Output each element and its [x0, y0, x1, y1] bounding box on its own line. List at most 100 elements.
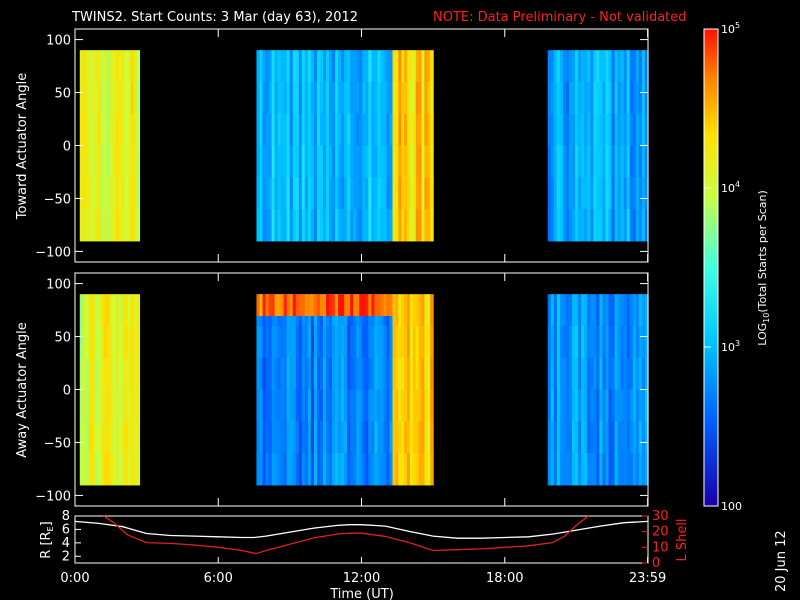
toward-heat-cell — [421, 209, 426, 242]
toward-heat-cell — [130, 113, 135, 147]
away-heat-cell — [421, 357, 426, 391]
away-heat-cell — [383, 453, 388, 486]
away-heat-cell — [82, 357, 87, 391]
away-heat-cell — [398, 325, 402, 359]
toward-heat-cell — [547, 81, 552, 115]
away-x-ticks — [74, 273, 649, 506]
toward-heat-cell — [395, 177, 399, 210]
away-heat-cell — [644, 294, 649, 327]
toward-heat-cell — [635, 177, 640, 210]
away-heat-cell — [344, 421, 348, 454]
toward-heat-cell — [85, 113, 90, 147]
toward-heat-cell — [395, 50, 399, 83]
away-heat-cell — [295, 453, 300, 486]
away-heat-cell — [280, 453, 285, 486]
toward-heat-cell — [638, 145, 643, 178]
toward-heat-cell — [319, 81, 324, 115]
away-heat-cell — [578, 294, 582, 327]
away-block-1 — [256, 294, 394, 486]
away-heat-cell — [374, 325, 379, 359]
away-heat-cell — [635, 453, 640, 486]
away-heat-cell — [593, 357, 597, 391]
away-heat-cell — [371, 421, 375, 454]
away-heat-cell — [605, 325, 610, 359]
away-heat-cell — [596, 421, 600, 454]
toward-heat-cell — [581, 145, 585, 178]
toward-heat-cell — [118, 145, 123, 178]
toward-heat-cell — [79, 145, 84, 178]
toward-heat-cell — [590, 113, 594, 147]
toward-heat-cell — [395, 145, 399, 178]
toward-heat-cell — [614, 81, 619, 115]
lshell-series-line — [103, 515, 589, 555]
toward-heat-cell — [421, 50, 426, 83]
away-heat-cell — [292, 453, 297, 486]
toward-heat-cell — [368, 81, 372, 115]
away-heat-cell — [374, 357, 379, 391]
away-angle-panel: 100 50 0 −50 −100 Away Actuator Angle — [15, 272, 649, 507]
toward-heat-cell — [383, 145, 388, 178]
toward-heat-cell — [547, 145, 552, 178]
away-heat-cell — [268, 294, 273, 316]
away-heat-cell — [280, 294, 285, 316]
away-heat-cell — [608, 389, 613, 422]
toward-heat-cell — [644, 209, 649, 242]
away-heat-cell — [611, 389, 616, 422]
colorbar-tick-label: 103 — [721, 339, 740, 354]
toward-heat-cell — [130, 81, 135, 115]
toward-heat-cell — [620, 81, 625, 115]
away-heat-cell — [118, 421, 123, 454]
toward-heat-cell — [427, 113, 431, 147]
toward-heat-cell — [341, 145, 345, 178]
away-heat-cell — [641, 357, 646, 391]
away-heat-cell — [386, 294, 391, 316]
toward-heat-cell — [386, 145, 391, 178]
toward-heat-cell — [572, 113, 576, 147]
toward-heat-cell — [421, 81, 426, 115]
toward-heat-cell — [614, 177, 619, 210]
toward-heat-cell — [319, 145, 324, 178]
away-heat-cell — [109, 357, 114, 391]
toward-heat-cell — [283, 145, 288, 178]
toward-ytick-label: 100 — [46, 34, 71, 49]
date-stamp: 20 Jun 12 — [774, 530, 789, 592]
toward-ytick-label: 50 — [54, 87, 71, 102]
toward-heat-cell — [380, 145, 385, 178]
away-heat-cell — [377, 357, 382, 391]
away-heat-cell — [359, 325, 363, 359]
toward-heat-cell — [353, 50, 357, 83]
toward-heat-cell — [292, 145, 297, 178]
away-heat-cell — [280, 357, 285, 391]
toward-heat-cell — [313, 209, 318, 242]
away-heat-cell — [584, 357, 588, 391]
toward-heat-cell — [316, 177, 321, 210]
toward-heat-cell — [292, 177, 297, 210]
away-heat-cell — [341, 357, 345, 391]
toward-heat-cell — [283, 177, 288, 210]
toward-heat-cell — [617, 177, 622, 210]
toward-heat-cell — [569, 177, 573, 210]
toward-heat-cell — [617, 50, 622, 83]
toward-heat-cell — [427, 81, 431, 115]
away-heat-cell — [292, 421, 297, 454]
away-heat-cell — [581, 325, 585, 359]
away-heat-cell — [94, 357, 99, 391]
away-heat-cell — [85, 421, 90, 454]
away-heat-cell — [614, 357, 619, 391]
away-heat-cell — [638, 294, 643, 327]
toward-block-1 — [256, 50, 394, 242]
away-heat-cell — [310, 421, 315, 454]
figure-title: TWINS2. Start Counts: 3 Mar (day 63), 20… — [71, 10, 358, 25]
away-heat-cell — [94, 453, 99, 486]
toward-heat-cell — [301, 81, 306, 115]
away-heat-cell — [79, 421, 84, 454]
toward-heat-cell — [106, 50, 111, 83]
toward-heat-cell — [599, 81, 604, 115]
toward-heat-cell — [356, 50, 360, 83]
away-heat-cell — [289, 357, 294, 391]
lshell-tick-label: 10 — [652, 540, 669, 555]
away-heat-cell — [91, 389, 96, 422]
away-heat-cell — [265, 294, 270, 316]
toward-heat-cell — [427, 145, 431, 178]
toward-heat-cell — [356, 145, 360, 178]
